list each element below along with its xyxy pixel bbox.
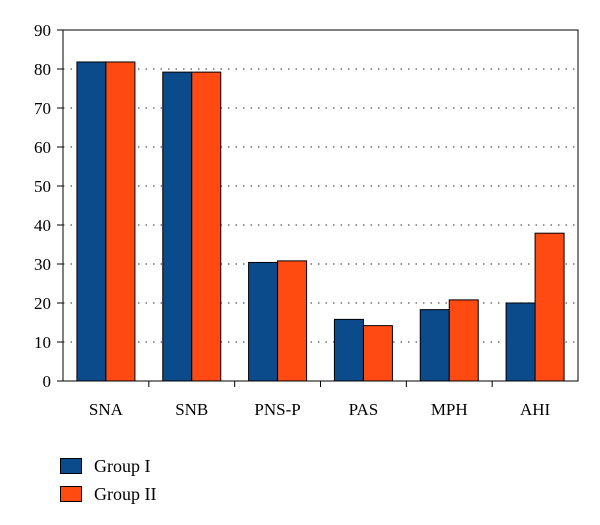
y-tick-label-0: 0 xyxy=(43,372,52,391)
x-label-ahi: AHI xyxy=(520,400,551,419)
y-tick-label-60: 60 xyxy=(34,138,51,157)
bars xyxy=(76,61,565,382)
y-tick-label-30: 30 xyxy=(34,255,51,274)
y-tick-label-10: 10 xyxy=(34,333,51,352)
y-tick-label-80: 80 xyxy=(34,60,51,79)
x-label-sna: SNA xyxy=(89,400,124,419)
x-label-pns-p: PNS-P xyxy=(254,400,300,419)
bar-ahi-series-1 xyxy=(505,302,536,382)
y-tick-label-50: 50 xyxy=(34,177,51,196)
legend: Group I Group II xyxy=(60,452,156,508)
bar-mph-series-2 xyxy=(448,299,479,382)
bar-pas-series-1 xyxy=(333,318,364,382)
y-tick-label-70: 70 xyxy=(34,99,51,118)
bar-sna-series-2 xyxy=(105,61,136,382)
x-axis-labels: SNA SNB PNS-P PAS MPH AHI xyxy=(89,400,551,419)
bar-snb-series-1 xyxy=(162,71,193,382)
bar-sna-series-1 xyxy=(76,61,107,382)
bar-mph-series-1 xyxy=(419,309,450,382)
bar-pns-p-series-2 xyxy=(277,260,308,382)
axes xyxy=(62,29,579,387)
y-tick-label-20: 20 xyxy=(34,294,51,313)
legend-item-group-2: Group II xyxy=(60,480,156,508)
bar-pns-p-series-1 xyxy=(248,261,279,382)
bar-pas-series-2 xyxy=(362,325,393,382)
y-axis-ticks: 0 10 20 30 40 50 60 70 80 90 xyxy=(34,21,63,391)
bar-ahi-series-2 xyxy=(534,232,565,382)
x-label-mph: MPH xyxy=(431,400,468,419)
legend-item-group-1: Group I xyxy=(60,452,156,480)
x-label-pas: PAS xyxy=(349,400,379,419)
y-tick-label-40: 40 xyxy=(34,216,51,235)
x-label-snb: SNB xyxy=(175,400,208,419)
bar-chart: 0 10 20 30 40 50 60 70 80 90 SNA SNB PNS-P PAS MPH AHI xyxy=(34,21,579,419)
legend-label-group-1: Group I xyxy=(94,455,151,476)
legend-label-group-2: Group II xyxy=(94,483,157,504)
y-tick-label-90: 90 xyxy=(34,21,51,40)
grid-lines xyxy=(63,68,578,343)
bar-snb-series-2 xyxy=(191,71,222,382)
legend-swatch-group-1 xyxy=(60,458,82,474)
legend-swatch-group-2 xyxy=(60,486,82,502)
plot-frame xyxy=(62,29,579,382)
